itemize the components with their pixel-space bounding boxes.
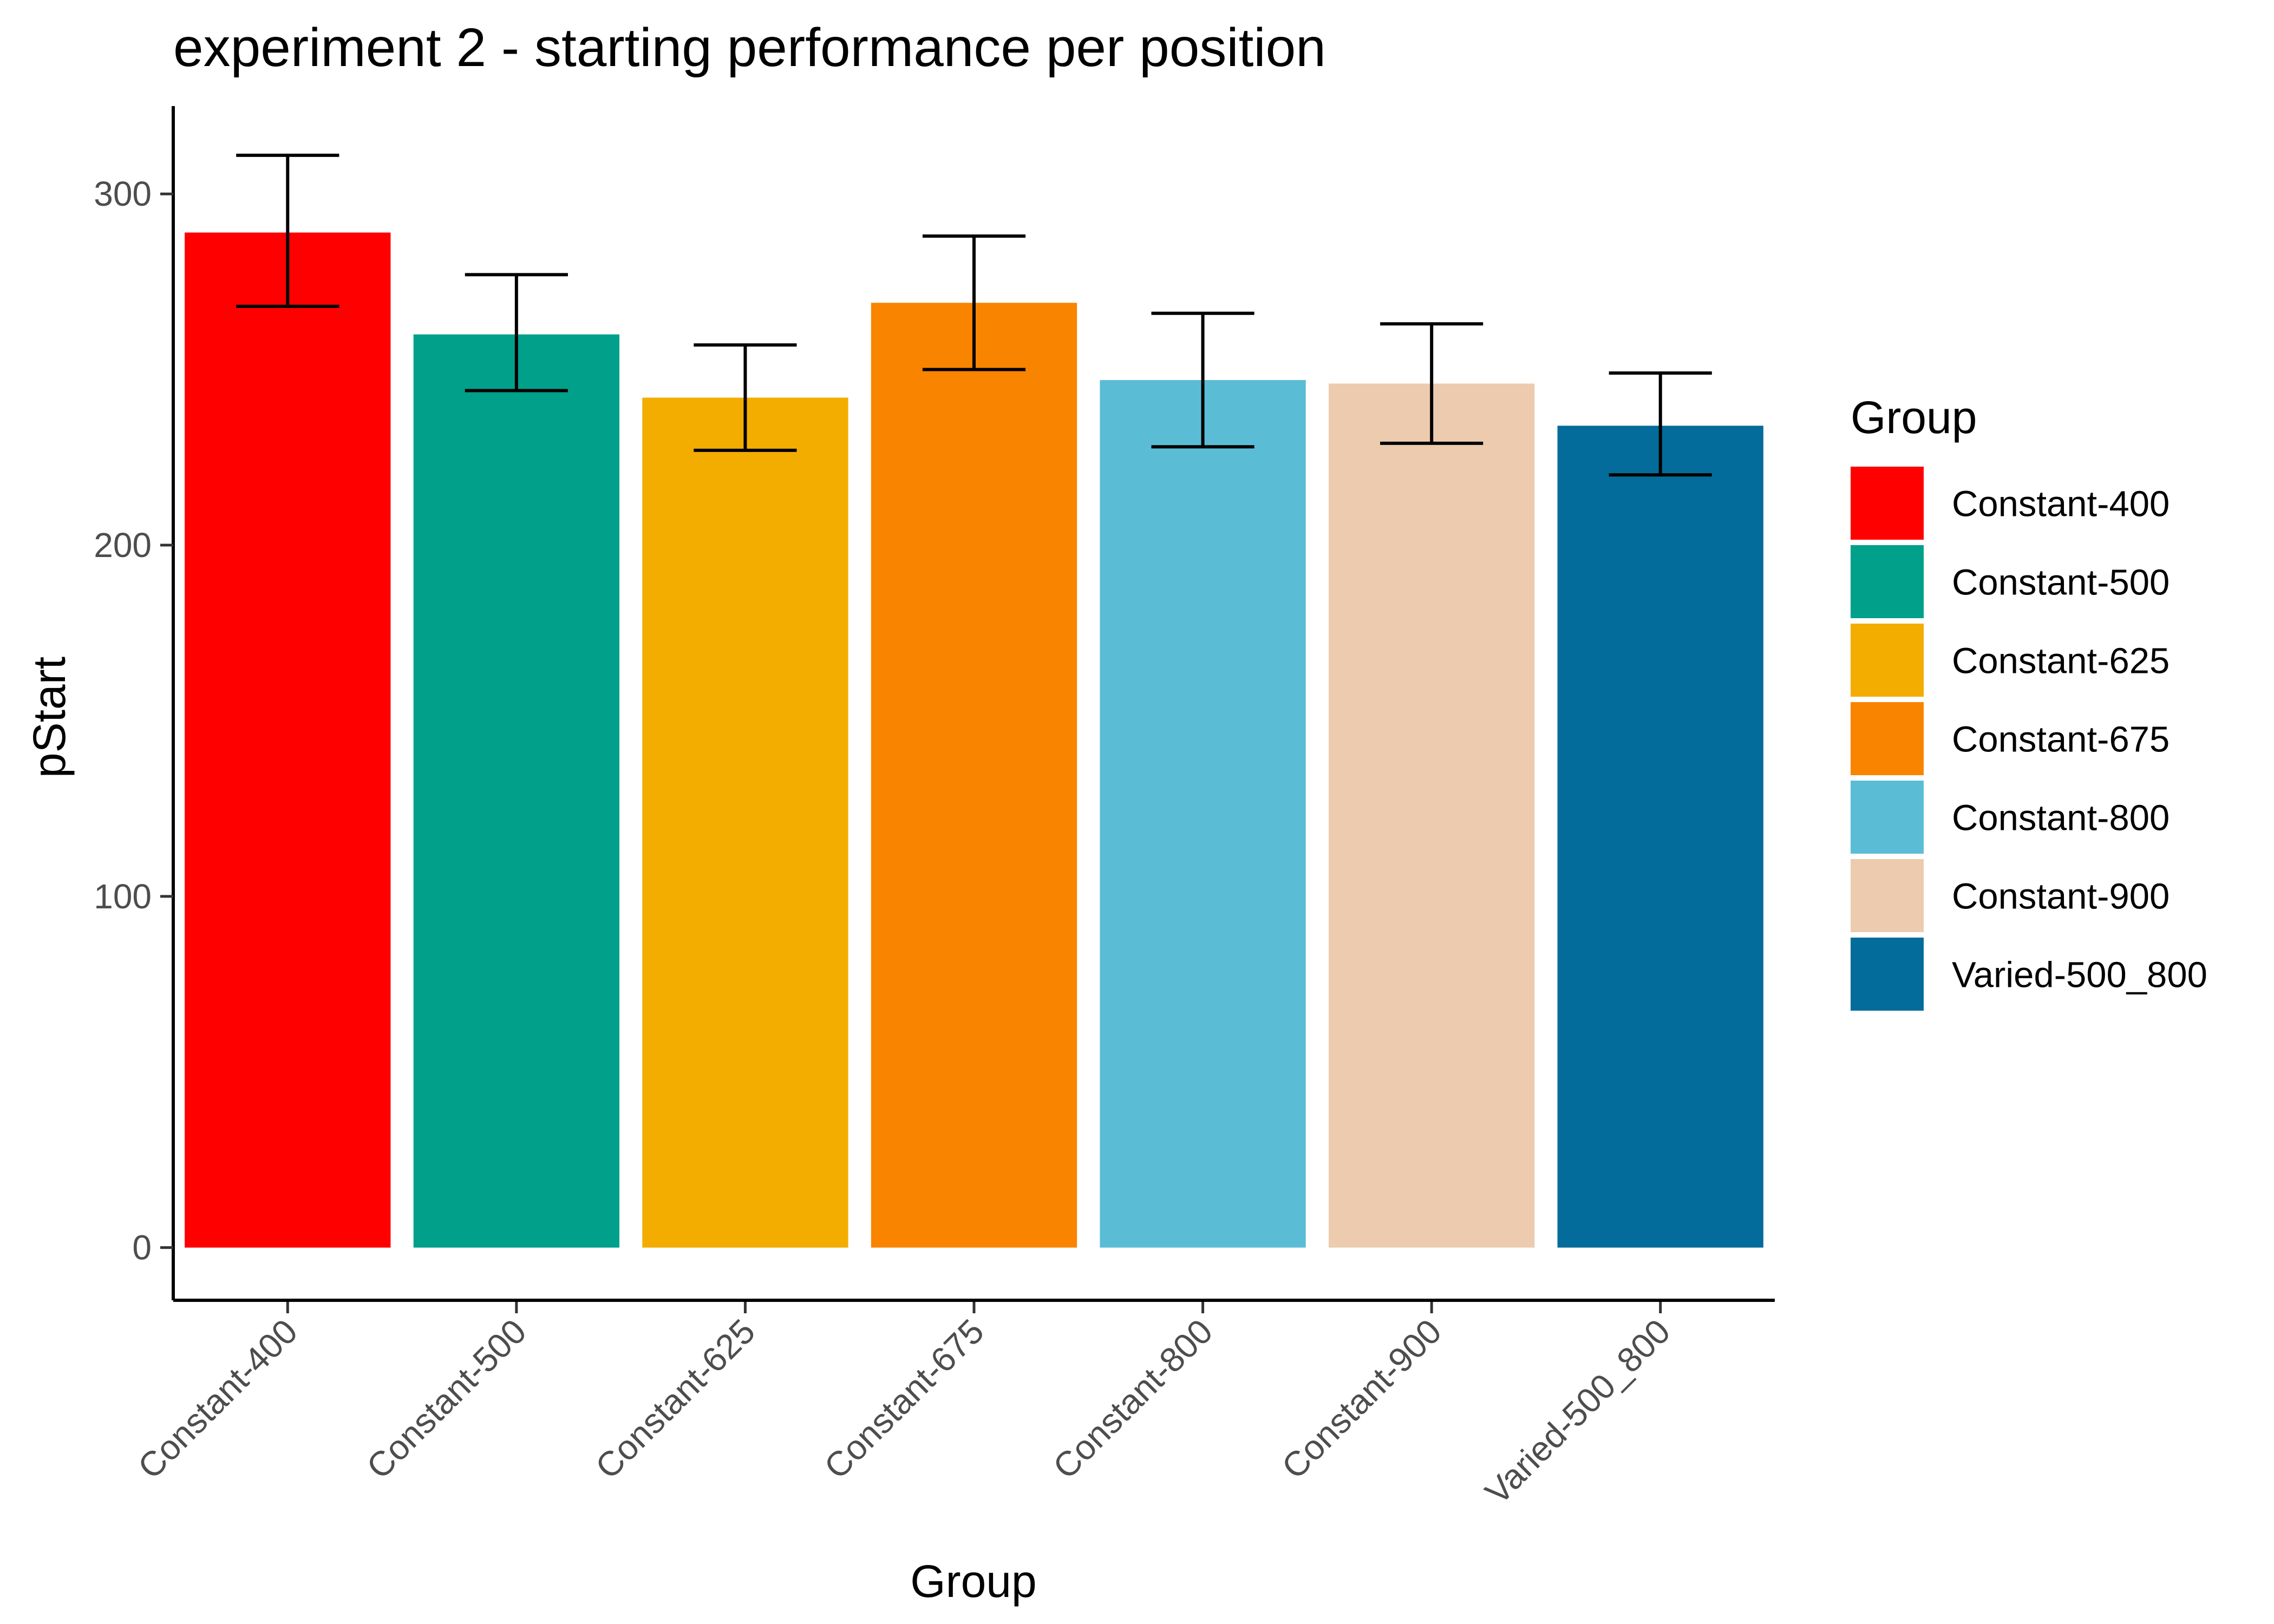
legend-title: Group bbox=[1851, 392, 1977, 443]
y-tick-label: 100 bbox=[94, 877, 152, 916]
x-tick-label: Constant-900 bbox=[1274, 1312, 1449, 1487]
legend-swatch bbox=[1851, 467, 1924, 540]
error-bar-7 bbox=[1609, 371, 1712, 477]
legend-label: Constant-800 bbox=[1952, 798, 2170, 839]
error-bar-3 bbox=[694, 343, 797, 452]
error-bar-6 bbox=[1380, 322, 1484, 445]
bar-4 bbox=[871, 303, 1077, 1248]
legend-swatch bbox=[1851, 702, 1924, 775]
bar-1 bbox=[185, 232, 391, 1248]
x-axis-title: Group bbox=[910, 1556, 1036, 1607]
legend-swatch bbox=[1851, 781, 1924, 854]
y-axis-title: pStart bbox=[24, 657, 75, 778]
bar-6 bbox=[1328, 383, 1535, 1248]
legend-label: Constant-675 bbox=[1952, 719, 2170, 760]
error-bar-2 bbox=[465, 273, 568, 392]
legend-swatch bbox=[1851, 859, 1924, 932]
legend-item-6: Constant-900 bbox=[1851, 859, 2170, 932]
legend-swatch bbox=[1851, 938, 1924, 1011]
legend-swatch bbox=[1851, 624, 1924, 697]
legend: Group Constant-400 Constant-500 Constant-6… bbox=[1851, 392, 2207, 1011]
bar-5 bbox=[1100, 380, 1306, 1248]
x-tick-label: Constant-625 bbox=[588, 1312, 763, 1487]
error-bar-5 bbox=[1151, 311, 1254, 449]
x-tick-label: Constant-675 bbox=[816, 1312, 991, 1487]
chart-title: experiment 2 - starting performance per … bbox=[173, 17, 1326, 78]
x-tick-label: Varied-500_800 bbox=[1478, 1312, 1678, 1512]
y-tick-label: 300 bbox=[94, 174, 152, 213]
y-tick-label: 0 bbox=[132, 1228, 152, 1267]
legend-item-5: Constant-800 bbox=[1851, 781, 2170, 854]
legend-label: Constant-500 bbox=[1952, 562, 2170, 603]
x-tick-label: Constant-400 bbox=[130, 1312, 305, 1487]
bar-2 bbox=[413, 334, 620, 1248]
legend-item-7: Varied-500_800 bbox=[1851, 938, 2207, 1011]
legend-swatch bbox=[1851, 545, 1924, 618]
legend-label: Varied-500_800 bbox=[1952, 955, 2207, 996]
legend-label: Constant-625 bbox=[1952, 641, 2170, 682]
bar-7 bbox=[1557, 425, 1763, 1248]
legend-item-1: Constant-400 bbox=[1851, 467, 2170, 540]
bar-3 bbox=[642, 397, 848, 1248]
legend-item-3: Constant-625 bbox=[1851, 624, 2170, 697]
x-tick-label: Constant-500 bbox=[359, 1312, 534, 1487]
x-tick-label: Constant-800 bbox=[1045, 1312, 1220, 1487]
error-bar-4 bbox=[922, 234, 1026, 371]
legend-item-2: Constant-500 bbox=[1851, 545, 2170, 618]
y-tick-label: 200 bbox=[94, 526, 152, 565]
plot-area: Constant-400 Constant-500 Constant-625 Cons… bbox=[94, 106, 1775, 1512]
legend-item-4: Constant-675 bbox=[1851, 702, 2170, 775]
legend-label: Constant-900 bbox=[1952, 876, 2170, 917]
legend-label: Constant-400 bbox=[1952, 484, 2170, 525]
error-bar-1 bbox=[236, 153, 339, 308]
